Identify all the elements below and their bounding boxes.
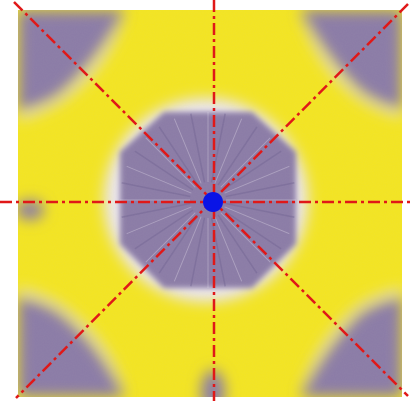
center-point-marker [203, 192, 223, 212]
